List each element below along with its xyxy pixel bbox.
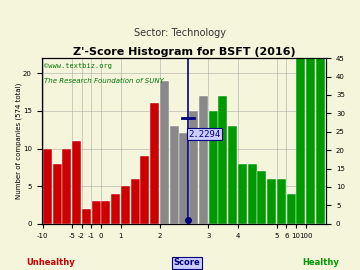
Bar [160,81,169,224]
Text: The Research Foundation of SUNY: The Research Foundation of SUNY [44,78,164,84]
Bar [150,103,159,224]
Bar [248,164,257,224]
Bar [219,96,228,224]
Bar [43,148,52,224]
Bar [199,96,208,224]
Bar [53,164,62,224]
Bar [267,179,276,224]
Text: 2.2294: 2.2294 [189,130,221,139]
Bar [131,179,140,224]
Bar [238,164,247,224]
Text: Healthy: Healthy [302,258,339,267]
Bar [277,179,286,224]
Text: ©www.textbiz.org: ©www.textbiz.org [44,63,112,69]
Bar [170,126,179,224]
Bar [111,194,120,224]
Text: Sector: Technology: Sector: Technology [134,28,226,38]
Text: Score: Score [174,258,201,267]
Bar [82,209,91,224]
Bar [287,194,296,224]
Text: Unhealthy: Unhealthy [26,258,75,267]
Bar [63,148,71,224]
Bar [72,141,81,224]
Bar [140,156,149,224]
Bar [316,0,325,224]
Bar [296,28,305,224]
Bar [121,186,130,224]
Bar [306,0,315,224]
Bar [189,111,198,224]
Title: Z'-Score Histogram for BSFT (2016): Z'-Score Histogram for BSFT (2016) [73,48,295,58]
Bar [209,111,218,224]
Bar [92,201,101,224]
Bar [257,171,266,224]
Bar [179,133,188,224]
Bar [102,201,111,224]
Y-axis label: Number of companies (574 total): Number of companies (574 total) [15,83,22,199]
Bar [228,126,237,224]
